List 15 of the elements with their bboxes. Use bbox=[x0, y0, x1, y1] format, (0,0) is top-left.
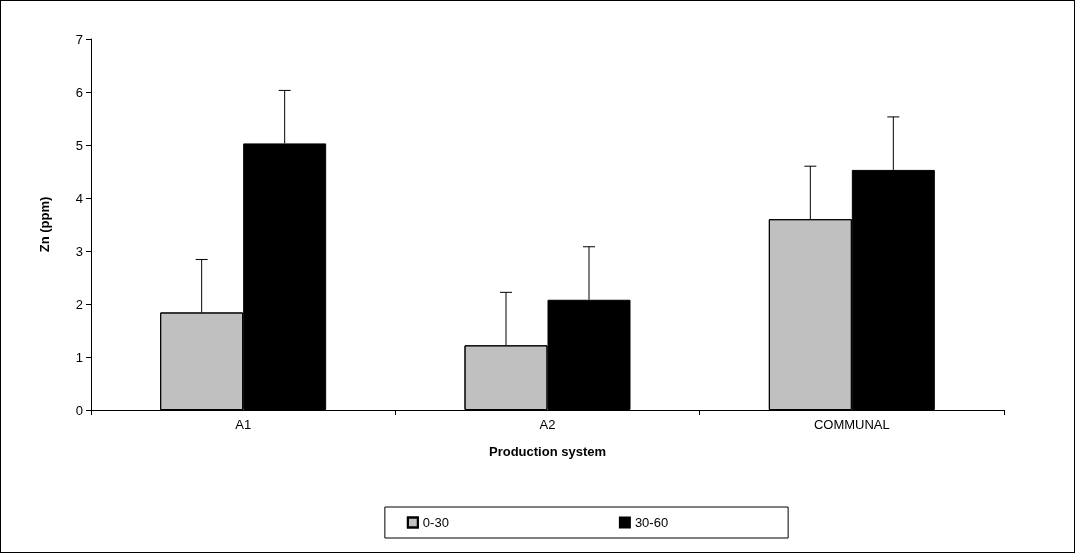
y-tick-label: 3 bbox=[75, 243, 83, 259]
y-tick-label: 4 bbox=[75, 190, 83, 206]
y-axis-title: Zn (ppm) bbox=[37, 196, 52, 253]
x-tick-label: A1 bbox=[235, 417, 252, 432]
y-tick-label: 5 bbox=[75, 137, 83, 153]
y-tick-label: 7 bbox=[75, 31, 83, 47]
y-tick-label: 0 bbox=[75, 402, 83, 418]
x-axis-title: Production system bbox=[488, 444, 607, 459]
x-tick-label: A2 bbox=[539, 417, 556, 432]
y-tick-label: 1 bbox=[75, 349, 83, 365]
y-tick-label: 6 bbox=[75, 84, 83, 100]
y-tick-label: 2 bbox=[75, 296, 83, 312]
legend-label: 30-60 bbox=[634, 515, 669, 530]
legend-label: 0-30 bbox=[422, 515, 449, 530]
x-tick-label: COMMUNAL bbox=[813, 417, 890, 432]
